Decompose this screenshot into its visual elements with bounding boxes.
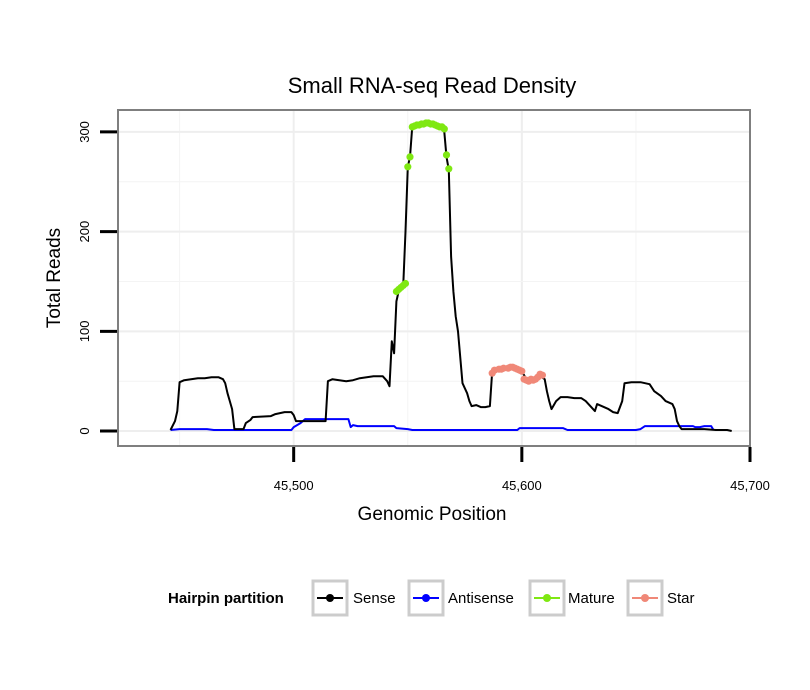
data-point-star bbox=[518, 367, 526, 375]
data-point-mature bbox=[445, 165, 453, 173]
legend: Hairpin partition Sense Antisense Mature St… bbox=[168, 579, 695, 617]
x-tick-label: 45,700 bbox=[730, 478, 770, 493]
panel-background bbox=[118, 110, 750, 446]
y-tick-label: 200 bbox=[77, 221, 92, 243]
legend-key-point bbox=[422, 594, 430, 602]
legend-label-mature: Mature bbox=[568, 590, 615, 607]
legend-items: Sense Antisense Mature Star bbox=[311, 579, 695, 617]
x-tick-label: 45,500 bbox=[274, 478, 314, 493]
chart-title: Small RNA-seq Read Density bbox=[288, 73, 577, 98]
y-axis-title: Total Reads bbox=[44, 228, 65, 328]
y-tick-label: 100 bbox=[77, 320, 92, 342]
data-point-mature bbox=[404, 163, 412, 171]
legend-item-mature: Mature bbox=[528, 579, 615, 617]
legend-key-point bbox=[641, 594, 649, 602]
legend-label-star: Star bbox=[667, 590, 695, 607]
series-mature bbox=[392, 119, 453, 296]
x-axis: 45,500 45,600 45,700 bbox=[274, 447, 770, 493]
series-line-antisense bbox=[170, 418, 715, 431]
legend-item-sense: Sense bbox=[311, 579, 396, 617]
legend-label-antisense: Antisense bbox=[448, 590, 514, 607]
x-axis-title: Genomic Position bbox=[358, 504, 507, 525]
data-point-mature bbox=[401, 279, 410, 288]
series-star bbox=[488, 363, 547, 385]
plot-panel bbox=[117, 109, 751, 447]
legend-item-antisense: Antisense bbox=[407, 579, 514, 617]
series-layer bbox=[169, 119, 732, 432]
data-point-star bbox=[538, 371, 547, 379]
legend-title: Hairpin partition bbox=[168, 590, 284, 607]
legend-label-sense: Sense bbox=[353, 590, 396, 607]
legend-key-point bbox=[326, 594, 334, 602]
y-axis: 0 100 200 300 bbox=[77, 121, 117, 435]
data-point-mature bbox=[440, 125, 448, 133]
data-point-mature bbox=[406, 153, 414, 161]
y-tick-label: 0 bbox=[77, 427, 92, 434]
x-tick-label: 45,600 bbox=[502, 478, 542, 493]
legend-item-star: Star bbox=[626, 579, 695, 617]
data-point-mature bbox=[442, 151, 451, 159]
legend-key-point bbox=[543, 594, 551, 602]
panel-border bbox=[117, 109, 751, 447]
y-tick-label: 300 bbox=[77, 121, 92, 143]
grid bbox=[118, 110, 751, 446]
series-antisense bbox=[170, 418, 715, 431]
